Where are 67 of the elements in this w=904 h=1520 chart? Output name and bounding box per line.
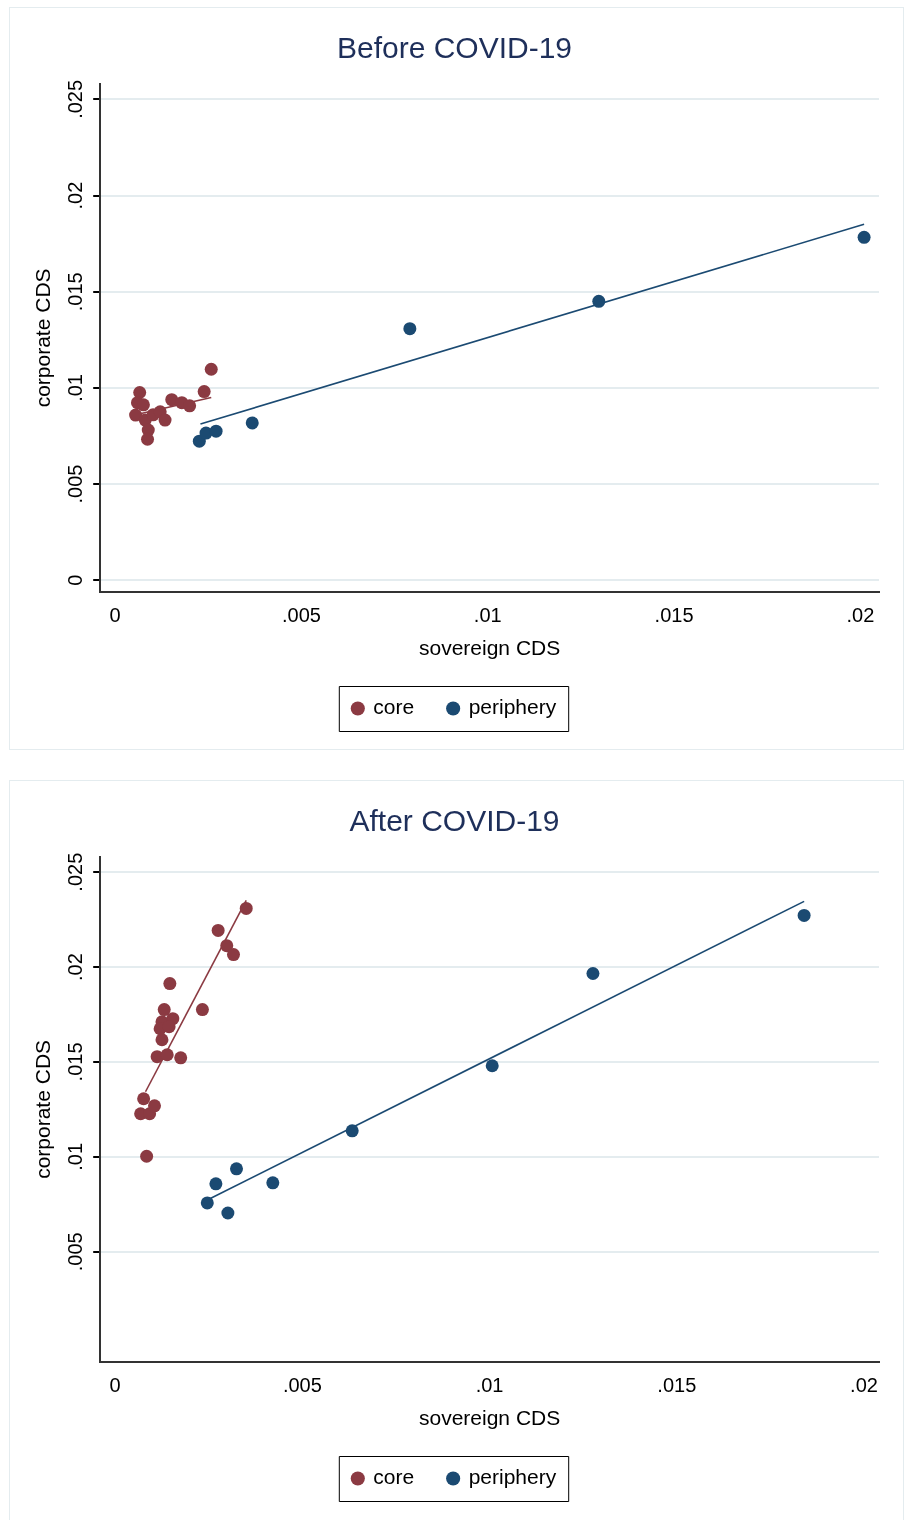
- chart-title: After COVID-19: [349, 804, 560, 838]
- y-tick-label: .015: [63, 272, 86, 312]
- point: [192, 434, 206, 448]
- legend-label: periphery: [468, 1465, 557, 1489]
- point: [174, 1051, 188, 1065]
- x-tick-label: .015: [654, 604, 694, 627]
- point: [229, 1162, 243, 1176]
- point: [592, 294, 606, 308]
- legend-label: core: [373, 695, 415, 719]
- point: [129, 408, 143, 422]
- x-tick-label: .015: [657, 1374, 697, 1397]
- legend-label: core: [373, 1465, 415, 1489]
- point: [140, 1149, 154, 1163]
- point: [797, 908, 811, 922]
- point: [586, 967, 600, 981]
- y-tick-label: .005: [63, 1232, 86, 1272]
- point: [165, 393, 179, 407]
- y-axis-title: corporate CDS: [31, 1039, 55, 1179]
- point: [211, 923, 225, 937]
- x-tick-label: .02: [850, 1374, 878, 1397]
- point: [227, 948, 240, 962]
- x-tick-label: .01: [475, 1374, 504, 1397]
- x-axis-title: sovereign CDS: [418, 1406, 561, 1430]
- point: [197, 385, 211, 399]
- y-tick-label: .01: [63, 374, 86, 402]
- point: [195, 1003, 209, 1017]
- point: [245, 416, 259, 430]
- x-tick-label: 0: [109, 1374, 121, 1397]
- x-tick-label: .01: [473, 604, 502, 627]
- point: [158, 413, 172, 427]
- point: [160, 1048, 174, 1062]
- point: [345, 1124, 359, 1138]
- y-axis-title: corporate CDS: [31, 268, 55, 408]
- point: [155, 1033, 169, 1047]
- point: [266, 1176, 280, 1190]
- y-tick-label: .01: [63, 1142, 86, 1171]
- x-tick-label: .005: [281, 604, 321, 627]
- point: [209, 424, 223, 438]
- x-axis-title: sovereign CDS: [418, 636, 561, 660]
- legend-label: periphery: [468, 695, 557, 719]
- x-tick-label: .02: [846, 604, 875, 627]
- chart-title: Before COVID-19: [336, 31, 573, 65]
- point: [403, 322, 417, 336]
- y-tick-label: .025: [63, 852, 86, 892]
- y-tick-label: 0: [63, 574, 86, 586]
- point: [239, 901, 253, 915]
- x-tick-label: .005: [282, 1374, 322, 1397]
- point: [163, 977, 177, 991]
- point: [137, 1092, 151, 1106]
- x-tick-label: 0: [109, 604, 121, 627]
- y-tick-label: .015: [63, 1042, 86, 1082]
- point: [485, 1059, 499, 1073]
- point: [141, 432, 155, 446]
- point: [157, 1003, 171, 1017]
- point: [147, 1099, 161, 1113]
- y-tick-label: .005: [63, 464, 86, 504]
- point: [183, 399, 197, 413]
- y-tick-label: .02: [63, 181, 86, 210]
- point: [857, 230, 871, 244]
- point: [200, 1196, 214, 1210]
- point: [221, 1206, 235, 1220]
- point: [220, 939, 234, 953]
- point: [204, 362, 218, 376]
- point: [136, 398, 150, 412]
- y-tick-label: .02: [63, 953, 86, 981]
- point: [209, 1177, 223, 1191]
- y-tick-label: .025: [63, 79, 86, 119]
